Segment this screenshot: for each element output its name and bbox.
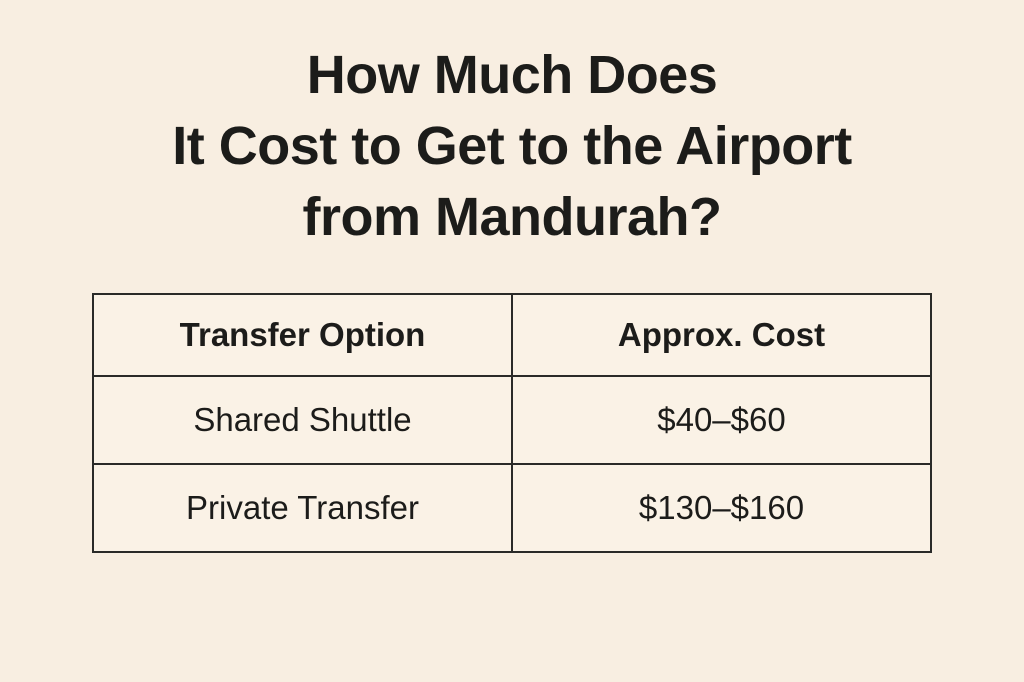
cost-table: Transfer Option Approx. Cost Shared Shut…: [92, 293, 932, 553]
title-line: from Mandurah?: [302, 187, 723, 247]
table-header-row: Transfer Option Approx. Cost: [92, 293, 932, 377]
table-row: Private Transfer $130–$160: [92, 463, 932, 553]
cell-option: Shared Shuttle: [92, 375, 513, 465]
table-row: Shared Shuttle $40–$60: [92, 375, 932, 465]
header-transfer-option: Transfer Option: [92, 293, 513, 377]
cell-option: Private Transfer: [92, 463, 513, 553]
header-approx-cost: Approx. Cost: [511, 293, 932, 377]
title-line: How Much Does: [306, 45, 718, 105]
cell-cost: $40–$60: [511, 375, 932, 465]
cell-cost: $130–$160: [511, 463, 932, 553]
page-title: How Much Does It Cost to Get to the Airp…: [0, 40, 1024, 253]
title-line: It Cost to Get to the Airport: [172, 116, 852, 176]
